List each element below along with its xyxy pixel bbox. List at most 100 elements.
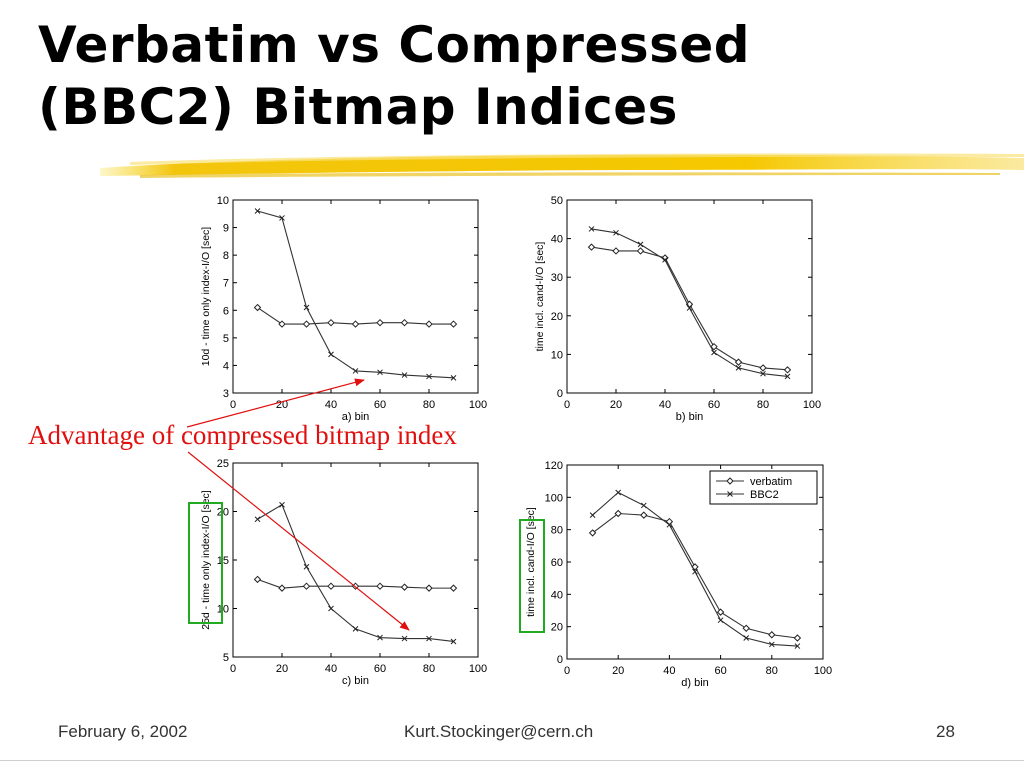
data-point-diamond xyxy=(376,318,384,327)
data-point-x xyxy=(377,369,383,376)
y-axis-label: time incl. cand-I/O [sec] xyxy=(534,242,546,352)
y-tick-label: 30 xyxy=(551,272,563,284)
title-line-1: Verbatim vs Compressed xyxy=(38,16,751,74)
data-point-diamond xyxy=(783,366,792,374)
x-tick-label: 80 xyxy=(423,663,435,675)
data-point-x xyxy=(328,351,334,358)
data-point-diamond xyxy=(587,243,596,251)
plot-frame xyxy=(566,199,813,394)
x-tick-label: 100 xyxy=(814,665,832,677)
data-point-diamond xyxy=(449,584,458,592)
x-tick-label: 0 xyxy=(230,663,236,675)
y-axis-label: 10d - time only index-I/O [sec] xyxy=(200,227,212,367)
highlight-box-d xyxy=(519,519,545,633)
data-point-x xyxy=(784,373,791,380)
y-tick-label: 40 xyxy=(551,589,563,601)
series-line xyxy=(257,503,454,643)
data-point-x xyxy=(794,643,801,649)
x-tick-label: 20 xyxy=(610,399,622,411)
chart-4: 0 20 40 60 80 100 0 20 40 60 80 100 120 d) bin time in… xyxy=(525,460,832,689)
data-point-x xyxy=(662,256,668,263)
data-point-diamond xyxy=(640,511,648,519)
data-point-x xyxy=(613,229,619,236)
data-point-x xyxy=(768,641,775,648)
data-point-diamond xyxy=(768,631,776,639)
x-tick-label: 20 xyxy=(612,665,624,677)
data-point-diamond xyxy=(759,364,767,372)
x-tick-label: 80 xyxy=(757,399,769,411)
annotation-arrow-bottom xyxy=(187,451,410,631)
highlight-box-c xyxy=(188,502,223,624)
data-point-diamond xyxy=(278,584,286,592)
legend-marker-x xyxy=(727,491,733,497)
data-point-diamond xyxy=(400,583,409,591)
legend-box xyxy=(709,470,818,505)
x-tick-label: 60 xyxy=(714,665,726,677)
footer-page-number: 28 xyxy=(936,722,955,741)
data-point-x xyxy=(401,635,408,642)
data-point-diamond xyxy=(734,358,743,366)
plot-frame xyxy=(232,462,479,658)
x-tick-label: 100 xyxy=(469,399,487,411)
y-tick-label: 3 xyxy=(223,388,229,400)
title-line-2: (BBC2) Bitmap Indices xyxy=(38,78,678,136)
data-point-diamond xyxy=(710,342,718,351)
yellow-brush-underline xyxy=(100,153,1024,178)
data-point-x xyxy=(279,501,285,508)
y-axis-label: 25d - time only index-I/O [sec] xyxy=(200,490,212,630)
footer-date: February 6, 2002 xyxy=(58,722,188,741)
y-tick-label: 20 xyxy=(551,622,563,634)
data-point-x xyxy=(450,374,457,381)
data-point-x xyxy=(666,521,673,528)
data-point-x xyxy=(588,226,595,232)
slide-title: Verbatim vs Compressed (BBC2) Bitmap Ind… xyxy=(38,14,998,138)
x-tick-label: 0 xyxy=(564,399,570,411)
data-point-x xyxy=(352,368,359,374)
y-tick-label: 6 xyxy=(223,305,229,317)
data-point-diamond xyxy=(278,320,286,328)
data-point-diamond xyxy=(302,320,311,328)
data-point-diamond xyxy=(253,575,262,584)
data-point-diamond xyxy=(793,634,802,642)
y-tick-label: 0 xyxy=(557,388,563,400)
y-tick-label: 25 xyxy=(217,458,229,470)
x-tick-label: 100 xyxy=(469,663,487,675)
legend-label: BBC2 xyxy=(750,489,779,501)
data-point-diamond xyxy=(327,318,335,327)
data-point-x xyxy=(303,304,310,311)
y-tick-label: 40 xyxy=(551,234,563,246)
annotation-text: Advantage of compressed bitmap index xyxy=(28,420,457,450)
y-tick-label: 10 xyxy=(551,349,563,361)
data-point-x xyxy=(352,626,359,632)
data-point-x xyxy=(615,489,622,496)
data-point-x xyxy=(450,638,457,645)
data-point-x xyxy=(377,634,383,641)
plot-frame xyxy=(232,199,479,394)
annotation-arrow-top xyxy=(186,378,365,428)
x-axis-label: b) bin xyxy=(676,411,704,423)
y-tick-label: 20 xyxy=(551,311,563,323)
data-point-diamond xyxy=(449,320,458,328)
data-point-x xyxy=(692,568,698,575)
data-point-x xyxy=(254,208,261,214)
y-axis-label: time incl. cand-I/O [sec] xyxy=(525,507,537,617)
data-point-diamond xyxy=(636,247,645,255)
x-tick-label: 0 xyxy=(230,399,236,411)
footer-email: Kurt.Stockinger@cern.ch xyxy=(404,722,594,741)
data-point-x xyxy=(760,370,766,377)
data-point-diamond xyxy=(425,584,433,592)
data-point-diamond xyxy=(425,320,433,328)
x-axis-label: d) bin xyxy=(681,677,709,689)
data-point-x xyxy=(328,605,334,612)
chart-2: 0 20 40 60 80 100 0 10 20 30 40 50 b) bin time incl. … xyxy=(534,195,821,423)
data-point-diamond xyxy=(253,303,262,312)
data-point-diamond xyxy=(588,529,597,537)
x-tick-label: 80 xyxy=(766,665,778,677)
x-tick-label: 60 xyxy=(708,399,720,411)
data-point-x xyxy=(426,635,432,642)
x-axis-label: c) bin xyxy=(342,675,369,687)
legend-marker-diamond xyxy=(726,477,734,485)
footer-divider xyxy=(0,760,1024,761)
data-point-diamond xyxy=(716,608,725,616)
